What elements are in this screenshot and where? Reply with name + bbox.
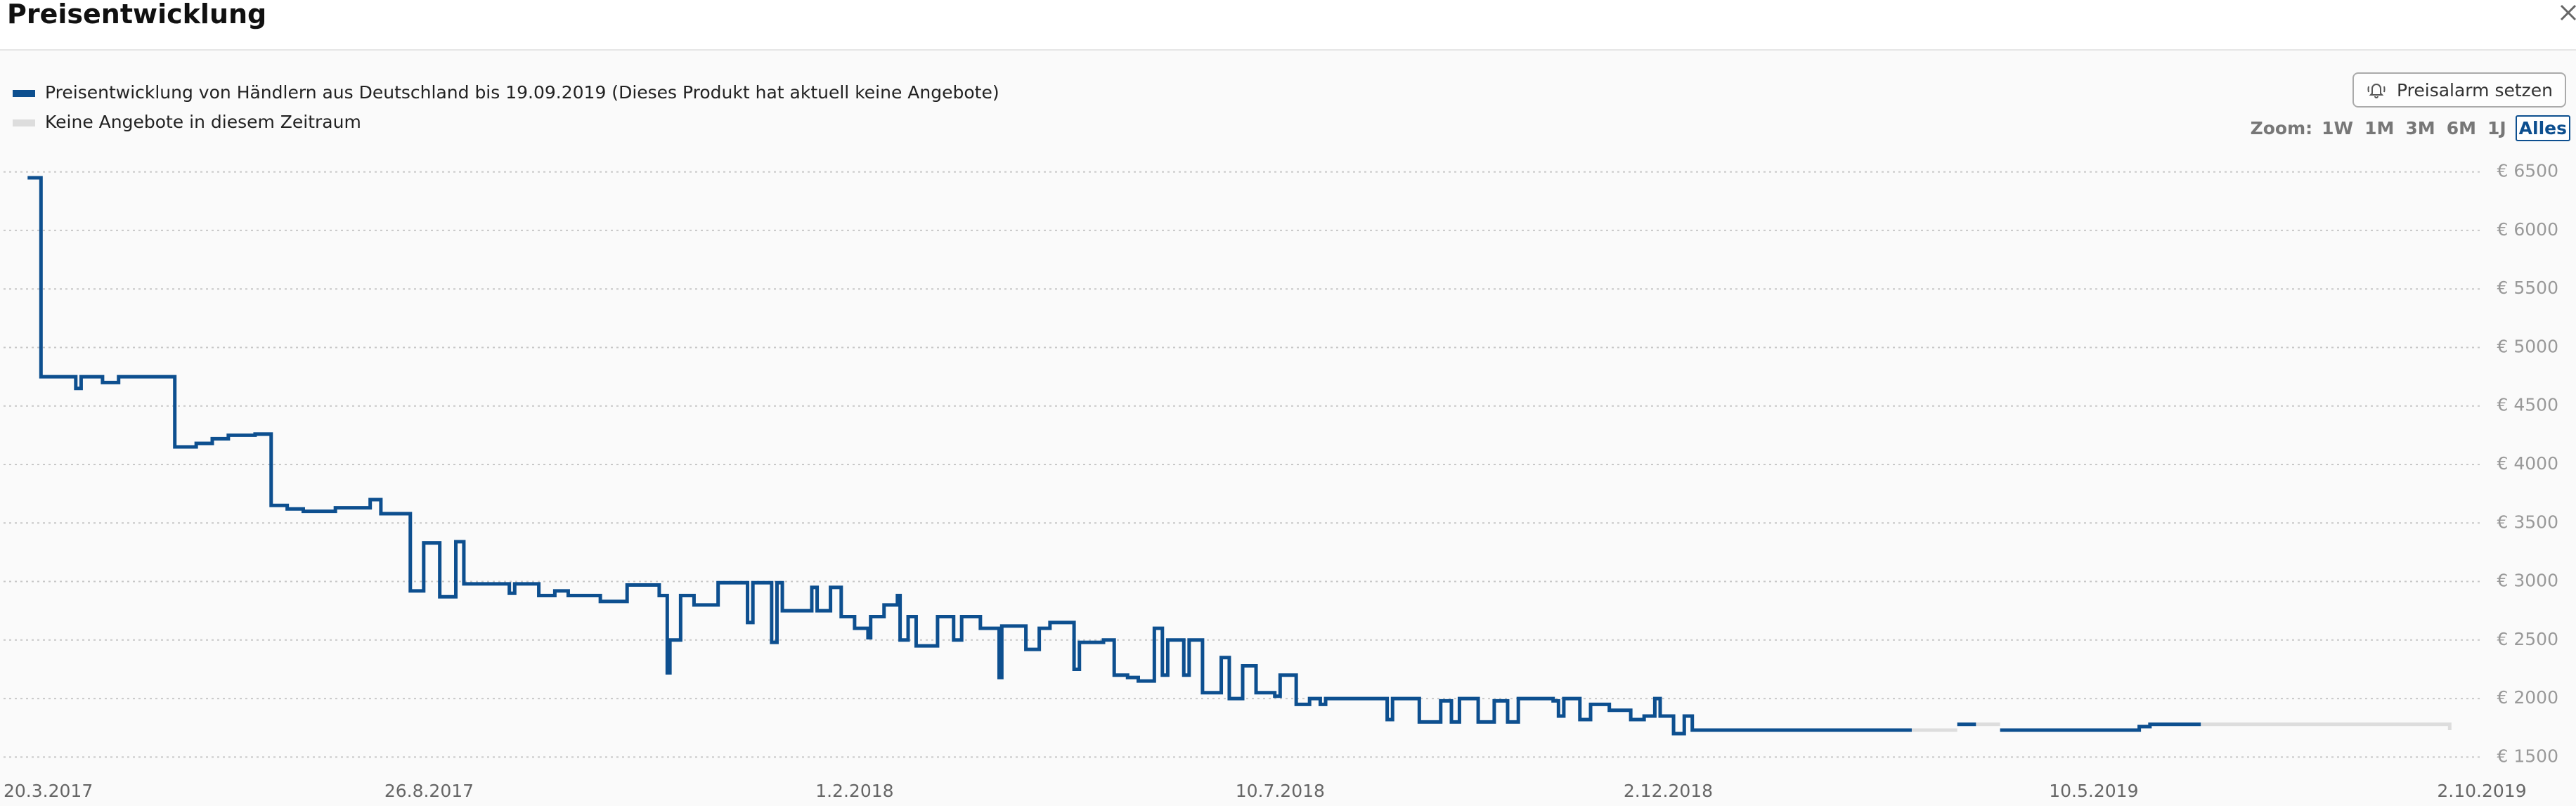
y-tick-label: € 5000 xyxy=(2497,336,2558,356)
zoom-label: Zoom: xyxy=(2250,118,2313,138)
y-tick-label: € 4500 xyxy=(2497,395,2558,415)
x-tick-label: 20.3.2017 xyxy=(4,781,93,801)
y-tick-label: € 3500 xyxy=(2497,512,2558,532)
title-bar: Preisentwicklung xyxy=(0,0,2576,51)
y-tick-label: € 5500 xyxy=(2497,278,2558,298)
legend-label: Preisentwicklung von Händlern aus Deutsc… xyxy=(45,82,999,103)
zoom-option[interactable]: 3M xyxy=(2405,118,2435,138)
legend-swatch xyxy=(13,90,35,97)
x-tick-label: 26.8.2017 xyxy=(384,781,474,801)
zoom-bar: Zoom: 1W 1M 3M 6M 1J Alles xyxy=(2251,115,2570,141)
price-alarm-button[interactable]: Preisalarm setzen xyxy=(2352,72,2566,108)
x-tick-label: 2.10.2019 xyxy=(2437,781,2526,801)
x-tick-label: 2.12.2018 xyxy=(1624,781,1713,801)
zoom-option[interactable]: 1J xyxy=(2487,118,2506,138)
legend-label: Keine Angebote in diesem Zeitraum xyxy=(45,112,361,132)
price-alarm-label: Preisalarm setzen xyxy=(2397,79,2553,100)
y-tick-label: € 1500 xyxy=(2497,746,2558,766)
price-line xyxy=(1911,722,2452,732)
x-tick-label: 10.7.2018 xyxy=(1236,781,1325,801)
zoom-option[interactable]: 1W xyxy=(2322,118,2354,138)
zoom-option[interactable]: Alles xyxy=(2515,115,2570,141)
x-tick-label: 1.2.2018 xyxy=(815,781,893,801)
x-tick-label: 10.5.2019 xyxy=(2049,781,2138,801)
page-title: Preisentwicklung xyxy=(7,0,267,30)
price-line xyxy=(27,176,2201,736)
bell-icon xyxy=(2367,84,2386,98)
y-tick-label: € 3000 xyxy=(2497,571,2558,591)
close-button[interactable] xyxy=(2551,0,2576,28)
y-tick-label: € 2500 xyxy=(2497,629,2558,649)
y-tick-label: € 6000 xyxy=(2497,219,2558,240)
legend-swatch xyxy=(13,119,35,126)
y-tick-label: € 2000 xyxy=(2497,687,2558,708)
zoom-option[interactable]: 1M xyxy=(2364,118,2395,138)
y-tick-label: € 6500 xyxy=(2497,161,2558,181)
zoom-option[interactable]: 6M xyxy=(2446,118,2476,138)
y-tick-label: € 4000 xyxy=(2497,453,2558,474)
